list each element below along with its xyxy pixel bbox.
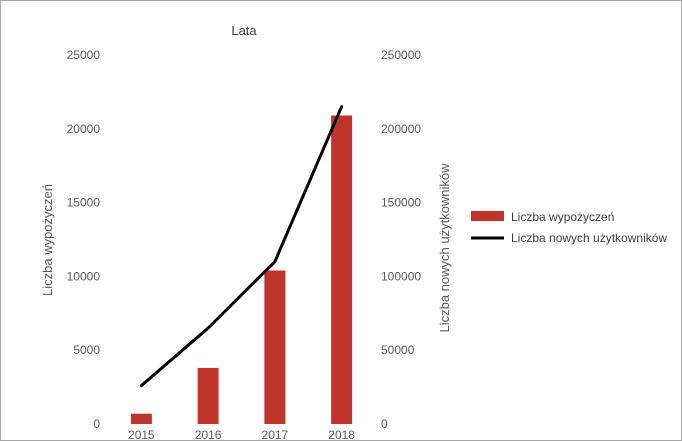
x-axis-ticks: 2015 2016 2017 2018 bbox=[128, 428, 355, 441]
legend-label-bar: Liczba wypożyczeń bbox=[511, 210, 614, 224]
y-tick-label: 15000 bbox=[67, 196, 101, 210]
line-path bbox=[139, 105, 344, 388]
x-tick-label: 2016 bbox=[195, 428, 222, 441]
y-tick-label: 5000 bbox=[73, 343, 100, 357]
y-axis-title: Liczba wypożyczeń bbox=[40, 184, 55, 296]
y2-tick-label: 50000 bbox=[381, 343, 415, 357]
y2-tick-label: 100000 bbox=[381, 269, 421, 283]
bar bbox=[130, 413, 152, 424]
legend-label-line: Liczba nowych użytkowników bbox=[511, 231, 667, 245]
y-tick-label: 20000 bbox=[67, 122, 101, 136]
y-tick-label: 25000 bbox=[67, 48, 101, 62]
y2-tick-label: 250000 bbox=[381, 48, 421, 62]
x-tick-label: 2017 bbox=[262, 428, 289, 441]
y-tick-label: 10000 bbox=[67, 269, 101, 283]
bar bbox=[197, 367, 219, 424]
y2-tick-label: 150000 bbox=[381, 196, 421, 210]
legend: Liczba wypożyczeń Liczba nowych użytkown… bbox=[471, 210, 667, 245]
y2-axis-title: Liczba nowych użytkowników bbox=[437, 163, 452, 333]
x-tick-label: 2015 bbox=[128, 428, 155, 441]
y2-axis-ticks: 0 50000 100000 150000 200000 250000 bbox=[381, 48, 421, 431]
bar-series bbox=[130, 115, 353, 425]
bar bbox=[331, 115, 353, 425]
y2-tick-label: 0 bbox=[381, 417, 388, 431]
x-tick-label: 2018 bbox=[328, 428, 355, 441]
y2-tick-label: 200000 bbox=[381, 122, 421, 136]
bar bbox=[264, 270, 286, 424]
chart-title: Lata bbox=[231, 23, 257, 38]
line-series bbox=[139, 105, 344, 388]
legend-swatch-bar bbox=[471, 211, 504, 221]
y-tick-label: 0 bbox=[93, 417, 100, 431]
y-axis-ticks: 0 5000 10000 15000 20000 25000 bbox=[67, 48, 101, 431]
